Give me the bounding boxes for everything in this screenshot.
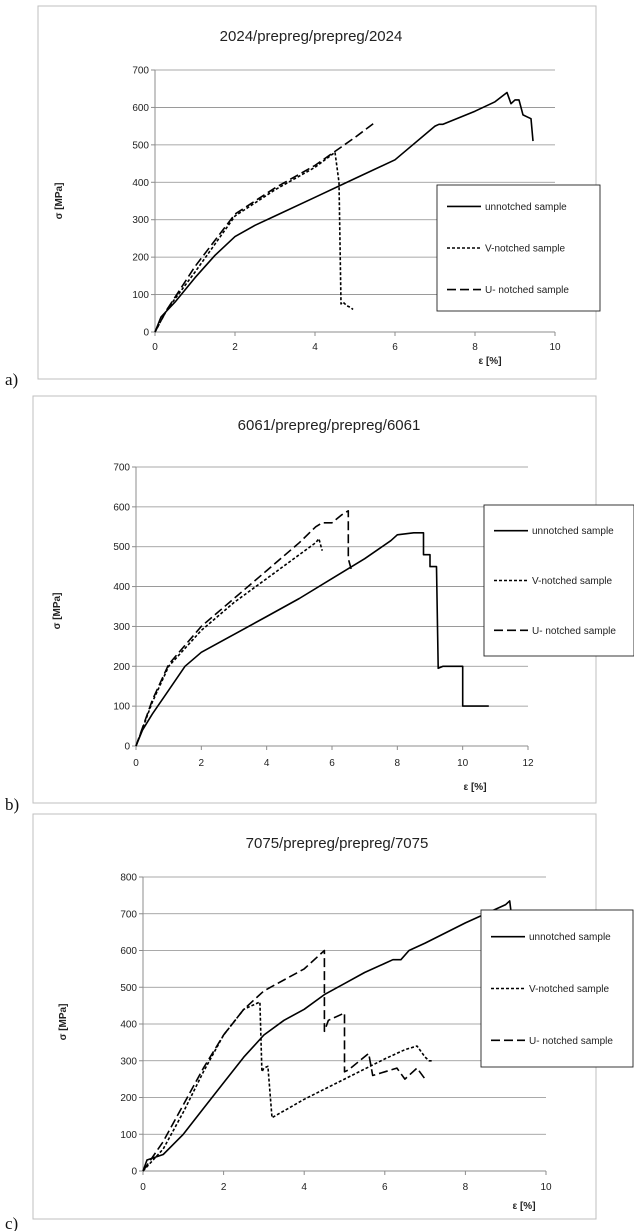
series-line-solid — [142, 900, 513, 1172]
y-tick-label: 600 — [120, 946, 137, 957]
x-tick-label: 6 — [382, 1182, 388, 1193]
x-tick-label: 0 — [140, 1182, 146, 1193]
y-tick-label: 600 — [132, 103, 149, 114]
y-tick-label: 200 — [120, 1093, 137, 1104]
x-tick-label: 0 — [133, 758, 139, 769]
y-tick-label: 100 — [120, 1130, 137, 1141]
legend-label: unnotched sample — [485, 202, 567, 213]
series-line-dotted — [154, 151, 354, 333]
y-tick-label: 400 — [113, 582, 130, 593]
x-tick-label: 0 — [152, 342, 158, 353]
x-tick-label: 4 — [312, 342, 318, 353]
x-axis-label: ε [%] — [478, 356, 501, 367]
y-tick-label: 800 — [120, 873, 137, 884]
panel-label: b) — [5, 795, 19, 814]
x-tick-label: 2 — [232, 342, 238, 353]
legend-label: V-notched sample — [532, 576, 612, 587]
chart-panel-1: a)2024/prepreg/prepreg/20240100200300400… — [5, 5, 601, 389]
legend: unnotched sample V-notched sample U- notch… — [483, 504, 634, 657]
y-tick-label: 600 — [113, 502, 130, 513]
y-tick-label: 500 — [132, 140, 149, 151]
x-tick-label: 10 — [549, 342, 561, 353]
y-tick-label: 300 — [132, 215, 149, 226]
legend-label: unnotched sample — [532, 526, 614, 537]
x-tick-label: 8 — [463, 1182, 469, 1193]
y-axis-label: σ [MPa] — [54, 183, 65, 220]
panel-label: c) — [5, 1214, 18, 1231]
x-tick-label: 12 — [522, 758, 534, 769]
chart-panel-2: b)6061/prepreg/prepreg/60610100200300400… — [5, 395, 634, 814]
y-tick-label: 700 — [113, 463, 130, 474]
series-line-dotted — [135, 537, 323, 747]
x-tick-label: 4 — [301, 1182, 307, 1193]
series-line-dashed — [142, 949, 426, 1172]
y-tick-label: 100 — [113, 702, 130, 713]
y-tick-label: 100 — [132, 290, 149, 301]
x-axis-label: ε [%] — [512, 1201, 535, 1212]
x-tick-label: 8 — [395, 758, 401, 769]
y-tick-label: 0 — [131, 1167, 137, 1178]
y-tick-label: 0 — [143, 328, 149, 339]
y-tick-label: 400 — [132, 178, 149, 189]
legend-label: unnotched sample — [529, 932, 611, 943]
y-tick-label: 400 — [120, 1020, 137, 1031]
y-tick-label: 700 — [120, 909, 137, 920]
x-axis-label: ε [%] — [463, 782, 486, 793]
legend: unnotched sample V-notched sample U- notch… — [436, 184, 601, 312]
legend-label: U- notched sample — [532, 626, 616, 637]
chart-title: 2024/prepreg/prepreg/2024 — [220, 28, 403, 45]
legend-label: U- notched sample — [529, 1036, 613, 1047]
series-line-solid — [154, 91, 534, 333]
series-line-solid — [135, 531, 489, 747]
x-tick-label: 10 — [457, 758, 469, 769]
legend: unnotched sample V-notched sample U- notch… — [480, 909, 634, 1068]
chart-title: 7075/prepreg/prepreg/7075 — [246, 835, 429, 852]
y-tick-label: 300 — [113, 622, 130, 633]
panel-label: a) — [5, 370, 18, 389]
y-axis-label: σ [MPa] — [58, 1004, 69, 1041]
chart-panel-3: c)7075/prepreg/prepreg/70750100200300400… — [5, 813, 634, 1231]
y-tick-label: 500 — [113, 542, 130, 553]
chart-title: 6061/prepreg/prepreg/6061 — [238, 417, 421, 434]
x-tick-label: 6 — [392, 342, 398, 353]
legend-label: U- notched sample — [485, 285, 569, 296]
series-line-dashed — [154, 121, 376, 333]
series-line-dotted — [142, 1001, 434, 1172]
y-tick-label: 700 — [132, 66, 149, 77]
x-tick-label: 2 — [221, 1182, 227, 1193]
x-tick-label: 6 — [329, 758, 335, 769]
y-tick-label: 300 — [120, 1056, 137, 1067]
legend-label: V-notched sample — [485, 244, 565, 255]
x-tick-label: 8 — [472, 342, 478, 353]
series-line-dashed — [135, 509, 353, 747]
x-tick-label: 4 — [264, 758, 270, 769]
y-tick-label: 500 — [120, 983, 137, 994]
y-tick-label: 200 — [113, 662, 130, 673]
y-tick-label: 200 — [132, 253, 149, 264]
legend-label: V-notched sample — [529, 984, 609, 995]
y-axis-label: σ [MPa] — [52, 593, 63, 630]
x-tick-label: 2 — [199, 758, 205, 769]
x-tick-label: 10 — [540, 1182, 552, 1193]
y-tick-label: 0 — [124, 742, 130, 753]
